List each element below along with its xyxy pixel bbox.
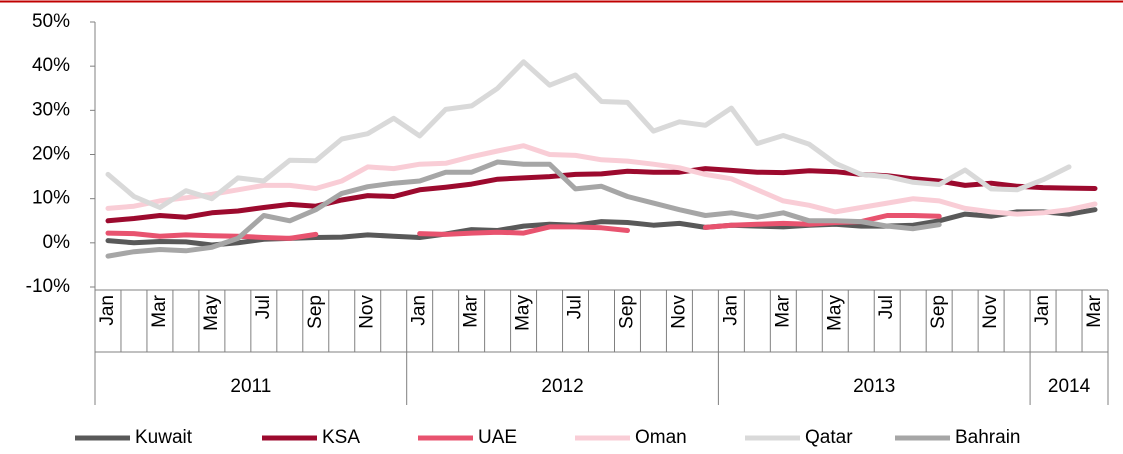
x-tick-label: Mar	[1084, 294, 1105, 327]
legend-label: UAE	[478, 427, 517, 448]
y-tick-label: 40%	[32, 55, 70, 76]
x-tick-label: Jul	[565, 295, 586, 319]
group-label: 2013	[853, 376, 895, 397]
legend-label: Bahrain	[955, 427, 1021, 448]
legend-label: Oman	[635, 427, 687, 448]
y-tick-label: 10%	[32, 188, 70, 209]
y-tick-label: 50%	[32, 11, 70, 32]
series-line	[105, 59, 1072, 210]
x-tick-label: May	[201, 295, 222, 331]
x-tick-label: May	[513, 295, 534, 331]
x-tick-label: Sep	[616, 295, 637, 329]
x-tick-label: Nov	[980, 295, 1001, 329]
x-tick-label: Mar	[772, 294, 793, 327]
x-tick-label: Jan	[97, 295, 118, 326]
y-tick-label: 0%	[43, 232, 71, 253]
group-label: 2012	[541, 376, 583, 397]
x-tick-label: Jan	[1032, 295, 1053, 326]
legend-label: Kuwait	[135, 427, 193, 448]
x-tick-label: Nov	[357, 295, 378, 329]
series-line	[105, 159, 942, 259]
x-tick-label: Sep	[305, 295, 326, 329]
y-tick-label: -10%	[26, 276, 70, 297]
group-label: 2014	[1048, 376, 1091, 397]
x-tick-label: Jan	[409, 295, 430, 326]
x-tick-label: Mar	[461, 294, 482, 327]
x-tick-label: Sep	[928, 295, 949, 329]
series-line	[105, 213, 942, 241]
x-tick-label: May	[824, 295, 845, 331]
x-tick-label: Jul	[253, 295, 274, 319]
series-line	[105, 166, 1098, 224]
y-tick-label: 30%	[32, 99, 70, 120]
series-line	[105, 143, 1098, 217]
x-tick-label: Nov	[668, 295, 689, 329]
legend-label: KSA	[322, 427, 360, 448]
y-tick-label: 20%	[32, 144, 70, 165]
legend-label: Qatar	[805, 427, 853, 448]
group-label: 2011	[230, 376, 271, 397]
x-tick-label: Jan	[720, 295, 741, 326]
x-tick-label: Mar	[149, 294, 170, 327]
x-tick-label: Jul	[876, 295, 897, 319]
